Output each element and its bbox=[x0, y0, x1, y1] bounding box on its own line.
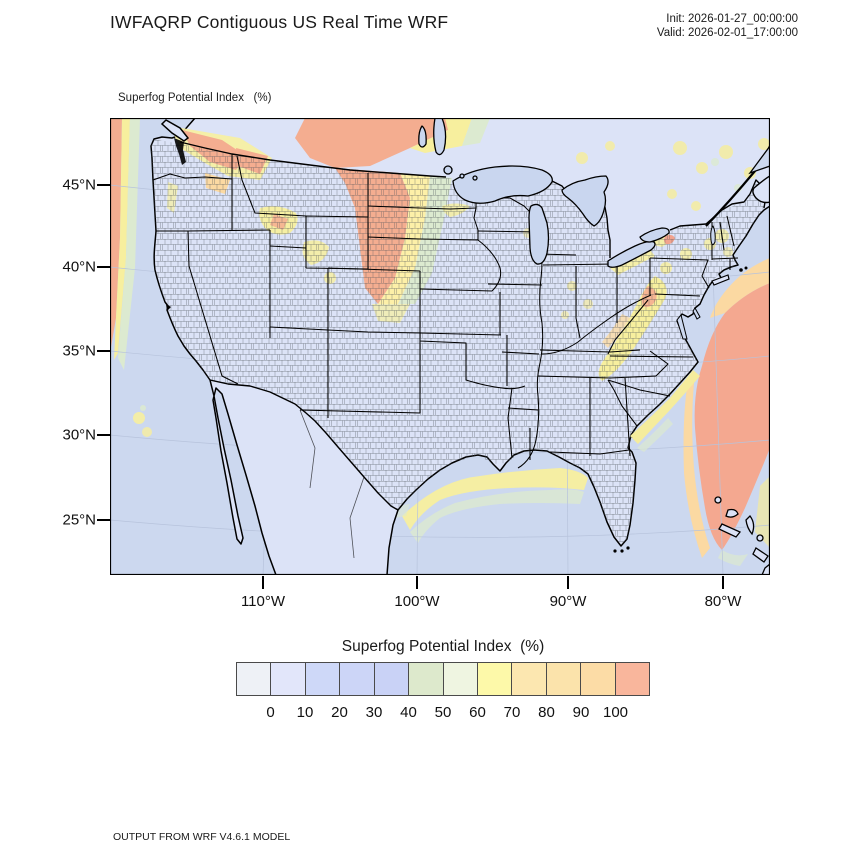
colorbar-cell bbox=[236, 662, 271, 696]
map-frame bbox=[109, 117, 771, 576]
delaware-bay bbox=[692, 307, 701, 320]
chesapeake-bay bbox=[676, 313, 688, 340]
lat-tick-mark bbox=[97, 350, 110, 352]
colorbar-cell bbox=[304, 662, 340, 696]
colorbar-tick-label: 40 bbox=[400, 704, 417, 721]
lat-tick-label: 25°N bbox=[62, 511, 96, 529]
colorbar-tick-label: 10 bbox=[296, 704, 314, 721]
model-info-line1: OUTPUT FROM WRF V4.6.1 MODEL bbox=[113, 831, 291, 843]
colorbar-cell bbox=[442, 662, 477, 696]
lon-tick-label: 90°W bbox=[549, 593, 587, 610]
colorbar-tick-label: 50 bbox=[434, 704, 452, 721]
colorbar-title: Superfog Potential Index (%) bbox=[341, 638, 545, 655]
lat-tick-mark bbox=[97, 184, 110, 186]
lake-champlain bbox=[710, 225, 716, 246]
lake-michigan bbox=[528, 203, 550, 265]
colorbar-cell bbox=[339, 662, 374, 696]
florida-keys bbox=[613, 546, 630, 553]
init-time: Init: 2026-01-27_00:00:00 bbox=[666, 13, 798, 25]
colorbar-tick-label: 70 bbox=[503, 704, 521, 721]
colorbar-tick-label: 60 bbox=[469, 704, 486, 721]
san-francisco-bay bbox=[166, 304, 171, 311]
lake-huron bbox=[561, 175, 609, 227]
colorbar-tick-label: 80 bbox=[538, 704, 555, 721]
colorbar-cell bbox=[270, 662, 305, 696]
valid-time: Valid: 2026-02-01_17:00:00 bbox=[656, 26, 798, 39]
field-label: Superfog Potential Index (%) bbox=[118, 92, 272, 104]
colorbar-cell bbox=[545, 662, 581, 696]
lat-tick-label: 30°N bbox=[62, 426, 96, 444]
map-panel bbox=[109, 117, 772, 576]
lake-superior bbox=[452, 165, 553, 204]
lon-tick-mark bbox=[416, 576, 418, 589]
lon-tick-mark bbox=[722, 576, 724, 589]
lake-manitoba bbox=[418, 125, 427, 148]
colorbar-cell bbox=[373, 662, 409, 696]
vancouver-island bbox=[160, 119, 190, 142]
colorbar-cell bbox=[580, 662, 615, 696]
us-superfog-map bbox=[109, 117, 772, 576]
lat-tick-label: 40°N bbox=[62, 258, 96, 276]
puget-sound bbox=[174, 138, 186, 165]
colorbar-tick-label: 0 bbox=[266, 704, 275, 721]
colorbar-tick-label: 30 bbox=[365, 704, 383, 721]
colorbar-cell bbox=[408, 662, 443, 696]
run-times: Init: 2026-01-27_00:00:00 Valid: 2026-02… bbox=[657, 13, 798, 40]
plot-title: IWFAQRP Contiguous US Real Time WRF bbox=[110, 12, 449, 32]
state-borders bbox=[152, 154, 739, 559]
lon-tick-label: 100°W bbox=[394, 593, 440, 610]
lat-tick-mark bbox=[97, 266, 110, 268]
colorbar-cell bbox=[511, 662, 546, 696]
lake-erie bbox=[607, 240, 656, 268]
colorbar-cell bbox=[614, 662, 651, 696]
colorbar-cell bbox=[476, 662, 512, 696]
colorbar-tick-label: 20 bbox=[331, 704, 348, 721]
great-lakes bbox=[418, 117, 716, 268]
nova-scotia bbox=[752, 174, 771, 204]
coastal-details bbox=[160, 119, 772, 576]
lat-tick-mark bbox=[97, 434, 110, 436]
lon-tick-label: 110°W bbox=[240, 593, 286, 610]
colorbar-tick-label: 100 bbox=[602, 704, 629, 721]
lat-tick-label: 45°N bbox=[62, 176, 96, 194]
lon-tick-mark bbox=[567, 576, 569, 589]
lon-tick-label: 80°W bbox=[704, 593, 742, 610]
model-info: OUTPUT FROM WRF V4.6.1 MODEL WE = 580 ; … bbox=[113, 806, 526, 850]
lon-tick-mark bbox=[262, 576, 264, 589]
lake-ontario bbox=[639, 227, 670, 243]
colorbar bbox=[236, 662, 651, 696]
long-island bbox=[711, 274, 730, 286]
colorbar-tick-label: 90 bbox=[572, 704, 590, 721]
bahamas bbox=[714, 496, 771, 576]
lake-winnipeg bbox=[433, 117, 447, 156]
lat-tick-mark bbox=[97, 519, 110, 521]
lat-tick-label: 35°N bbox=[62, 342, 96, 360]
